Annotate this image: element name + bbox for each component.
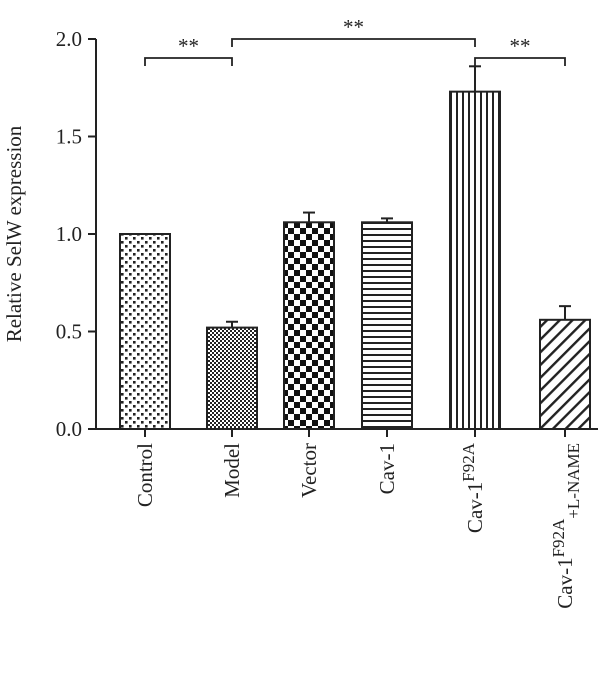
- significance-bracket: [231, 38, 476, 47]
- bar: [283, 221, 335, 430]
- bar: [449, 90, 501, 431]
- bar: [539, 318, 591, 430]
- x-tick-label: Vector: [297, 443, 321, 498]
- y-tick-label: 0.5: [56, 320, 82, 344]
- y-tick-label: 0.0: [56, 417, 82, 441]
- x-tick-label: Cav-1F92A+L-NAME: [549, 443, 583, 609]
- x-tick-label: Model: [220, 443, 244, 498]
- significance-label: **: [343, 15, 364, 39]
- y-tick-label: 2.0: [56, 27, 82, 51]
- plot-area: 0.0 0.5 1.0 1.5 2.0 Control Model Vector Cav-1 Ca…: [56, 15, 598, 609]
- x-tick-label: Cav-1: [375, 443, 399, 494]
- significance-label: **: [178, 34, 199, 58]
- y-axis-label: Relative SelW expression: [2, 125, 26, 342]
- bar: [206, 326, 258, 431]
- significance-label: **: [510, 34, 531, 58]
- x-tick-label: Control: [133, 443, 157, 507]
- x-tick-label: Cav-1F92A: [459, 442, 487, 533]
- y-tick-label: 1.0: [56, 222, 82, 246]
- y-tick-label: 1.5: [56, 125, 82, 149]
- significance-bracket: [144, 57, 233, 66]
- bar: [119, 233, 171, 430]
- significance-bracket: [474, 57, 566, 66]
- bar: [361, 221, 413, 430]
